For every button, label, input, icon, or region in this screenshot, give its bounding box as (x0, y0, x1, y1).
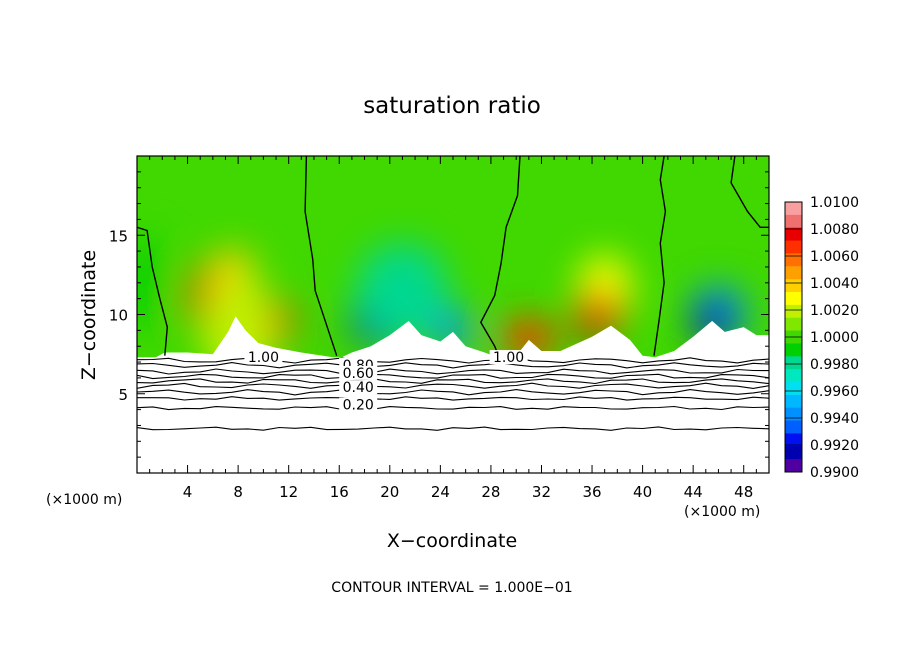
x-tick-label: 12 (279, 483, 298, 501)
colorbar-label: 0.9940 (810, 411, 859, 427)
plot-area: 1.001.000.800.600.400.20 (137, 156, 769, 473)
colorbar-label: 1.0060 (810, 249, 859, 265)
colorbar-swatch (785, 407, 802, 422)
contour-label: 0.20 (343, 398, 374, 414)
x-tick-label: 40 (633, 483, 652, 501)
x-tick-label: 28 (481, 483, 500, 501)
colorbar-label: 0.9960 (810, 384, 859, 400)
color-field (137, 156, 769, 358)
contour-line (137, 396, 769, 401)
colorbar-label: 0.9900 (810, 465, 859, 481)
colorbar-swatch (785, 202, 802, 216)
colorbar-swatch (785, 253, 802, 267)
contour-line (653, 156, 667, 356)
contour-line (137, 373, 769, 380)
x-tick-label: 16 (330, 483, 349, 501)
contour-interval-note: CONTOUR INTERVAL = 1.000E−01 (331, 580, 572, 596)
colorbar-label: 1.0040 (810, 276, 859, 292)
contour-label-bg (339, 397, 378, 412)
contour-label: 0.40 (343, 380, 374, 396)
colorbar-swatch (785, 446, 802, 460)
contour-line (480, 156, 521, 356)
colorbar-swatch (785, 227, 802, 242)
x-tick-label: 4 (183, 483, 193, 501)
contour-label: 0.60 (343, 366, 374, 382)
field-anomalies (137, 235, 746, 358)
x-tick-label: 44 (684, 483, 703, 501)
colorbar-swatch (785, 394, 802, 409)
colorbar-label: 1.0020 (810, 303, 859, 319)
colorbar-label: 1.0080 (810, 222, 859, 238)
contour-label: 1.00 (248, 350, 279, 366)
colorbar-swatch (785, 459, 802, 473)
contour-label-bg (339, 365, 378, 380)
contour-line (137, 368, 769, 375)
x-tick-label: 32 (532, 483, 551, 501)
colorbar-swatch (785, 279, 802, 293)
contour-labels: 1.001.000.800.600.400.20 (244, 350, 528, 414)
colorbar-label: 1.0000 (810, 330, 859, 346)
contour-line (137, 426, 769, 431)
colorbar-swatch (785, 304, 802, 319)
contour-line (137, 405, 769, 411)
y-axis-ticks: 5 10 15 (109, 171, 769, 458)
colorbar-swatch (785, 214, 802, 229)
field-cell (574, 292, 623, 337)
field-cell (356, 243, 449, 339)
y-tick-label: 10 (109, 307, 128, 325)
x-tick-label: 20 (380, 483, 399, 501)
x-axis-unit-right: (×1000 m) (684, 504, 760, 520)
contour-line (730, 156, 769, 228)
colorbar-swatch (785, 292, 802, 306)
contour-line (137, 378, 769, 385)
y-tick-label: 5 (118, 386, 128, 404)
x-tick-label: 36 (582, 483, 601, 501)
contour-line (137, 226, 169, 356)
contour-line (137, 382, 769, 389)
contour-line (304, 156, 338, 356)
contour-label-bg (489, 350, 528, 365)
colorbar-swatch (785, 433, 802, 447)
contour-label-bg (244, 350, 283, 365)
x-axis-ticks: 4 8 12 16 20 24 28 32 36 40 44 48 (149, 156, 770, 501)
y-axis-label: Z−coordinate (78, 250, 100, 380)
colorbar: 1.0100 1.0080 1.0060 1.0040 1.0020 1.0000 0.99… (784, 195, 859, 481)
contour-label-bg (339, 380, 378, 395)
x-tick-label: 24 (431, 483, 450, 501)
colorbar-label: 1.0100 (810, 195, 859, 211)
colorbar-swatch (785, 266, 802, 280)
colorbar-swatch (785, 382, 802, 396)
colorbar-label: 0.9980 (810, 357, 859, 373)
x-tick-label: 48 (734, 483, 753, 501)
colorbar-label: 0.9920 (810, 438, 859, 454)
colorbar-swatch (785, 356, 802, 370)
x-axis-label: X−coordinate (387, 530, 517, 552)
y-tick-label: 15 (109, 227, 128, 245)
contour-line (137, 389, 769, 396)
contour-line (137, 357, 769, 364)
colorbar-swatch (785, 369, 802, 383)
contour-line (137, 362, 769, 369)
contour-lines (137, 156, 769, 431)
colorbar-swatch (785, 420, 802, 434)
colorbar-swatch (785, 317, 802, 332)
chart-title: saturation ratio (363, 93, 541, 119)
x-axis-unit-left: (×1000 m) (46, 492, 122, 508)
colorbar-swatch (785, 343, 802, 357)
field-cell (501, 319, 556, 358)
contour-label: 1.00 (493, 350, 524, 366)
x-tick-label: 8 (233, 483, 243, 501)
field-cell (137, 235, 162, 331)
colorbar-swatch (785, 240, 802, 254)
